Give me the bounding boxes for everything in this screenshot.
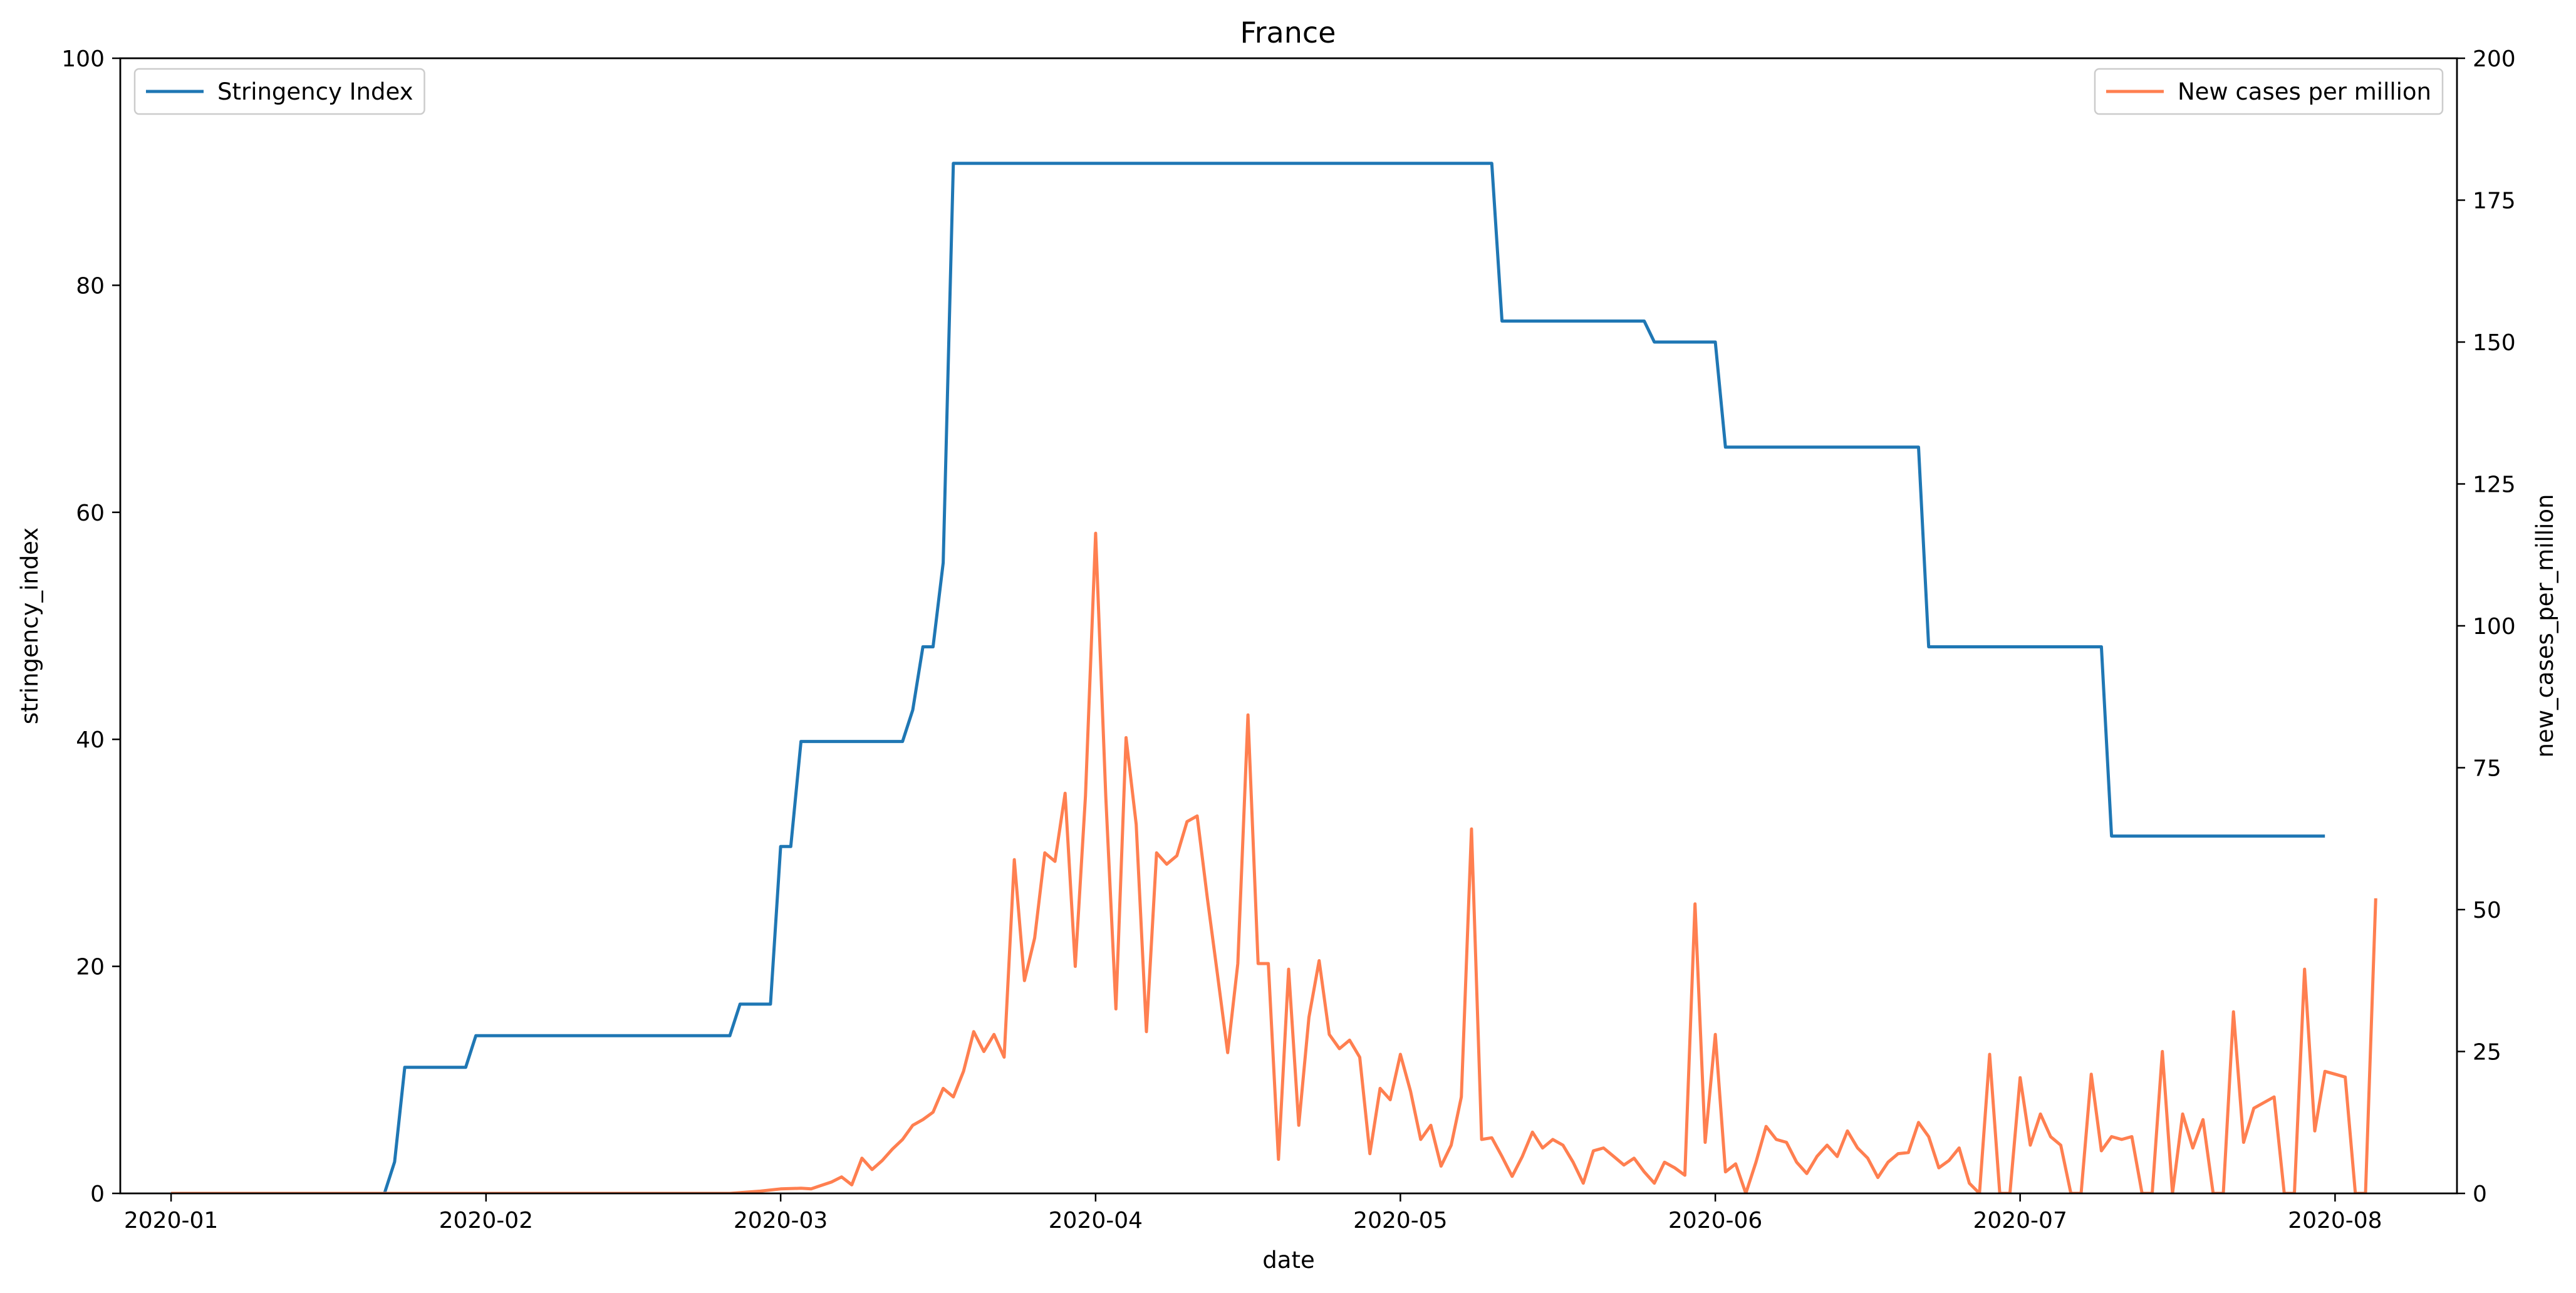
y-left-tick-label: 100: [61, 46, 105, 72]
y-right-tick-label: 175: [2473, 189, 2516, 214]
x-tick-label: 2020-07: [1973, 1208, 2067, 1233]
series-line-new-cases-per-million: [171, 531, 2377, 1193]
legend-box: [2094, 68, 2444, 115]
series-line-stringency-index: [171, 162, 2325, 1193]
y-right-tick-label: 25: [2473, 1040, 2501, 1066]
y-right-tick-label: 200: [2473, 46, 2516, 72]
x-tick-label: 2020-08: [2288, 1208, 2382, 1233]
legends: Stringency Index New cases per million: [133, 68, 2444, 115]
y-right-tick-label: 125: [2473, 472, 2516, 498]
y-axis-right: 0 25 50 75 100 125 150 175 200: [2457, 46, 2516, 1207]
x-tick-label: 2020-05: [1353, 1208, 1447, 1233]
y-right-tick-label: 0: [2473, 1181, 2487, 1207]
x-tick-label: 2020-03: [734, 1208, 828, 1233]
y-axis-right-label: new_cases_per_million: [2532, 494, 2558, 757]
x-tick-label: 2020-06: [1668, 1208, 1762, 1233]
y-right-tick-label: 100: [2473, 614, 2516, 640]
y-left-tick-label: 40: [76, 727, 105, 753]
plot-area: [171, 162, 2377, 1193]
x-tick-label: 2020-01: [124, 1208, 218, 1233]
legend-label: New cases per million: [2178, 78, 2431, 105]
y-left-tick-label: 80: [76, 273, 105, 299]
legend-new-cases-per-million: New cases per million: [2094, 68, 2444, 115]
y-right-tick-label: 75: [2473, 756, 2501, 782]
x-axis: 2020-01 2020-02 2020-03 2020-04 2020-05 2020-…: [124, 1193, 2382, 1233]
y-left-tick-label: 0: [90, 1181, 105, 1207]
y-axis-left-label: stringency_index: [16, 527, 43, 724]
y-right-tick-label: 150: [2473, 330, 2516, 356]
x-tick-label: 2020-04: [1049, 1208, 1143, 1233]
legend-box: [133, 68, 425, 115]
y-right-tick-label: 50: [2473, 898, 2501, 923]
x-tick-label: 2020-02: [439, 1208, 533, 1233]
legend-label: Stringency Index: [217, 78, 413, 105]
y-left-tick-label: 60: [76, 501, 105, 526]
legend-stringency-index: Stringency Index: [133, 68, 425, 115]
chart-title: France: [1240, 16, 1336, 49]
y-axis-left: 0 20 40 60 80 100: [61, 46, 120, 1207]
plot-frame: [119, 57, 2458, 1195]
x-axis-label: date: [1262, 1247, 1314, 1274]
y-left-tick-label: 20: [76, 955, 105, 980]
